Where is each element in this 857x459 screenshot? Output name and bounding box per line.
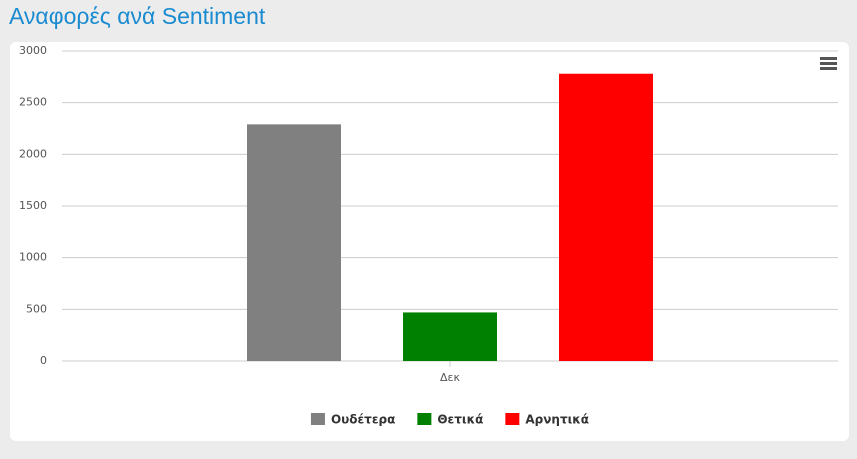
x-tick-label: Δεκ [440, 371, 460, 384]
y-tick-label: 2500 [19, 96, 47, 109]
y-tick-label: 1000 [19, 251, 47, 264]
y-tick-label: 3000 [19, 44, 47, 57]
bar [559, 73, 653, 361]
chart-card [10, 42, 849, 441]
y-tick-label: 1500 [19, 199, 47, 212]
legend-label: Αρνητικά [525, 413, 589, 427]
legend-label: Ουδέτερα [331, 413, 395, 427]
legend-swatch [310, 413, 325, 425]
chart-title: Αναφορές ανά Sentiment [9, 3, 266, 29]
bar [247, 124, 341, 361]
y-tick-label: 0 [40, 354, 47, 367]
menu-bar [820, 62, 837, 65]
legend-label: Θετικά [437, 413, 483, 427]
menu-bar [820, 57, 837, 60]
y-tick-label: 2000 [19, 147, 47, 160]
legend-swatch [505, 413, 520, 425]
legend-swatch [417, 413, 432, 425]
menu-button[interactable] [820, 56, 838, 72]
menu-bar [820, 67, 837, 70]
y-tick-label: 500 [26, 302, 47, 315]
bar [403, 312, 497, 361]
